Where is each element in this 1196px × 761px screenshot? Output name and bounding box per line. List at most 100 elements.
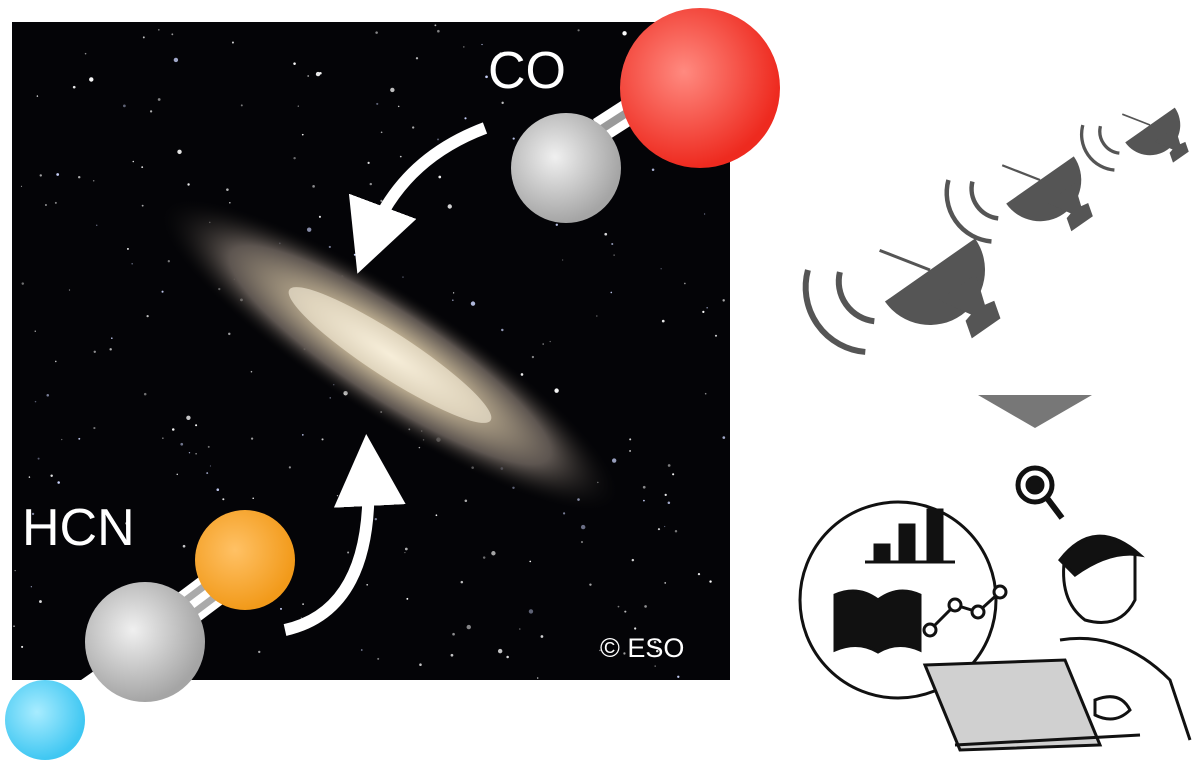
star <box>491 551 495 555</box>
star <box>40 174 42 176</box>
star <box>604 233 607 236</box>
star <box>177 150 181 154</box>
star <box>232 42 234 44</box>
star <box>131 263 133 265</box>
star <box>361 649 363 651</box>
star <box>22 282 24 284</box>
star <box>629 450 631 452</box>
dish <box>789 233 1007 365</box>
star <box>664 526 665 527</box>
star <box>216 488 219 491</box>
star <box>96 225 97 226</box>
star <box>556 224 558 226</box>
star <box>150 110 152 112</box>
star <box>662 320 665 323</box>
star <box>158 98 161 101</box>
star <box>705 393 707 395</box>
star <box>624 611 626 613</box>
star <box>722 436 725 439</box>
star <box>465 499 468 502</box>
hcn-label: HCN <box>22 499 135 557</box>
star <box>316 72 320 76</box>
star <box>398 106 400 108</box>
star <box>471 301 475 305</box>
star <box>376 103 378 105</box>
star <box>390 88 394 92</box>
star <box>189 452 190 453</box>
star <box>366 584 368 586</box>
star <box>434 24 436 26</box>
star <box>532 356 534 358</box>
star <box>94 351 96 353</box>
star <box>613 254 614 255</box>
star <box>563 512 565 514</box>
star <box>416 57 418 59</box>
star <box>668 464 671 467</box>
star <box>354 254 356 256</box>
star <box>438 176 441 179</box>
star <box>529 609 533 613</box>
star <box>29 476 30 477</box>
star <box>452 299 454 301</box>
star <box>127 248 129 250</box>
star <box>652 168 655 171</box>
star <box>289 466 291 468</box>
star <box>89 77 93 81</box>
star <box>709 580 711 582</box>
down-arrow <box>978 395 1092 428</box>
star <box>158 29 159 30</box>
star <box>15 570 16 571</box>
star <box>13 625 15 627</box>
dish <box>1072 105 1192 178</box>
star <box>664 582 666 584</box>
star <box>347 552 349 554</box>
star <box>228 333 230 335</box>
star <box>367 162 369 164</box>
star <box>419 447 420 448</box>
star <box>31 586 32 587</box>
star <box>302 134 304 136</box>
star <box>93 427 95 429</box>
star <box>132 161 134 163</box>
star <box>206 472 208 474</box>
star <box>412 126 414 128</box>
star <box>677 676 679 678</box>
star <box>35 331 36 332</box>
star <box>467 625 471 629</box>
star <box>596 315 597 316</box>
star <box>21 186 22 187</box>
star <box>298 106 299 107</box>
star <box>93 180 95 182</box>
star <box>463 46 465 48</box>
star <box>171 33 173 35</box>
star <box>37 95 38 96</box>
illustration: CO HCN © ESO <box>0 0 1196 761</box>
star <box>461 581 464 584</box>
star <box>451 654 454 657</box>
analyst <box>800 468 1190 750</box>
star <box>85 53 87 55</box>
star <box>400 156 402 158</box>
star <box>370 183 372 185</box>
star <box>554 388 558 392</box>
star <box>301 617 302 618</box>
star <box>229 202 231 204</box>
star <box>706 307 708 309</box>
star <box>632 559 634 561</box>
star <box>643 486 646 489</box>
star <box>704 213 705 214</box>
star <box>293 157 295 159</box>
star <box>307 75 309 77</box>
star <box>581 541 583 543</box>
star <box>589 583 591 585</box>
star <box>251 371 253 373</box>
star <box>183 545 186 548</box>
star <box>654 665 655 666</box>
star <box>375 518 377 520</box>
star <box>381 131 383 133</box>
star <box>195 424 197 426</box>
star <box>715 335 717 337</box>
star <box>668 501 671 504</box>
star <box>542 343 544 345</box>
star <box>541 635 544 638</box>
